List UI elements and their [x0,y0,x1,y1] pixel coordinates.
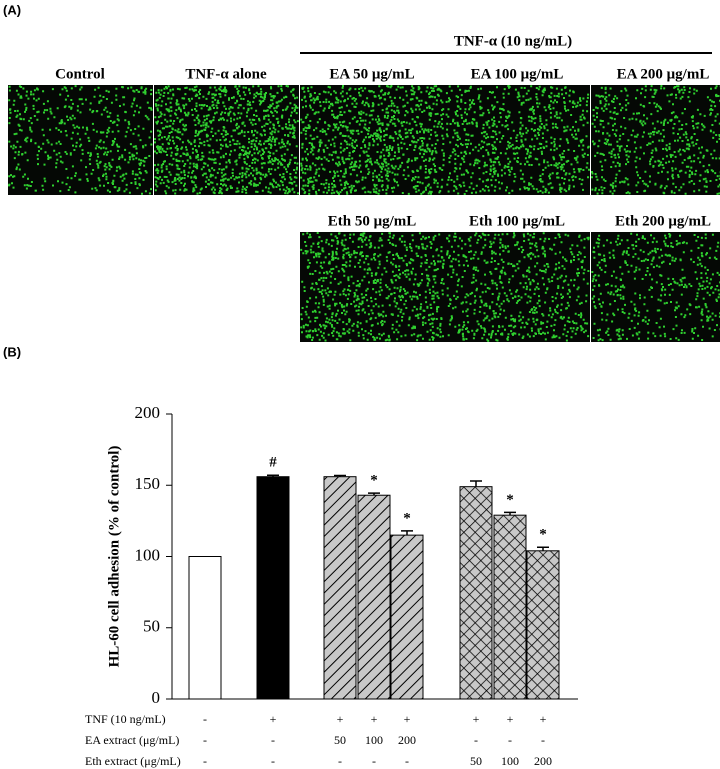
treatment-entry: + [270,712,277,726]
treatment-entry: - [338,754,342,768]
bar [357,494,391,700]
treatment-entry: - [271,733,275,747]
treatment-entry: - [203,733,207,747]
treatment-entry: + [473,712,480,726]
error-bar [504,511,516,516]
image-label: Control [55,66,105,82]
treatment-entry: + [371,712,378,726]
treatment-entry: - [372,754,376,768]
treatment-entry: + [507,712,514,726]
bar [493,514,527,700]
bar [390,534,424,700]
image-label: TNF-α alone [185,66,267,82]
y-tick-label: 100 [135,545,161,564]
panel-label: (B) [3,344,21,359]
treatment-entry: 50 [470,754,482,768]
y-axis-label: HL-60 cell adhesion (% of control) [106,446,122,668]
treatment-label: Eth extract (μg/mL) [85,754,181,768]
annotation: * [370,473,378,489]
image-label: Eth 200 μg/mL [615,213,711,229]
image-label: EA 50 μg/mL [329,66,414,82]
annotation: * [539,527,547,543]
y-tick-label: 50 [143,617,160,636]
annotation: * [506,492,514,508]
error-bar [267,474,279,477]
cells [445,85,590,195]
treatment-entry: 100 [501,754,519,768]
annotation: * [403,510,411,526]
cells [591,85,720,195]
micrograph [445,232,590,342]
error-bar [368,492,380,496]
cells [300,85,445,195]
treatment-entry: 100 [365,733,383,747]
treatment-entry: - [541,733,545,747]
treatment-entry: + [404,712,411,726]
error-bar [401,530,413,536]
annotation: # [269,455,277,471]
group-label: TNF-α (10 ng/mL) [454,33,572,49]
image-label: Eth 50 μg/mL [328,213,417,229]
micrograph [591,85,720,195]
error-bar [470,480,482,487]
cells [300,232,445,342]
treatment-entry: 50 [334,733,346,747]
treatment-entry: - [405,754,409,768]
treatment-entry: 200 [534,754,552,768]
treatment-entry: - [508,733,512,747]
error-bar [334,474,346,477]
treatment-entry: - [203,712,207,726]
y-tick-label: 0 [152,688,161,707]
cells [446,232,590,342]
treatment-label: TNF (10 ng/mL) [85,712,166,726]
treatment-entry: - [474,733,478,747]
y-tick-label: 150 [135,474,161,493]
treatment-entry: + [337,712,344,726]
treatment-entry: 200 [398,733,416,747]
bar [526,550,560,700]
bar [459,486,493,700]
treatment-entry: + [540,712,547,726]
bar [323,476,357,700]
image-label: EA 100 μg/mL [471,66,564,82]
treatment-label: EA extract (μg/mL) [85,733,179,747]
cells [8,85,153,195]
bar [188,556,222,700]
error-bar [537,546,549,551]
panel-label: (A) [3,2,21,17]
cells [154,85,299,195]
image-label: EA 200 μg/mL [617,66,710,82]
bar [256,476,290,700]
y-tick-label: 200 [135,403,161,422]
micrograph [300,232,445,342]
image-label: Eth 100 μg/mL [469,213,565,229]
treatment-entry: - [203,754,207,768]
treatment-entry: - [271,754,275,768]
